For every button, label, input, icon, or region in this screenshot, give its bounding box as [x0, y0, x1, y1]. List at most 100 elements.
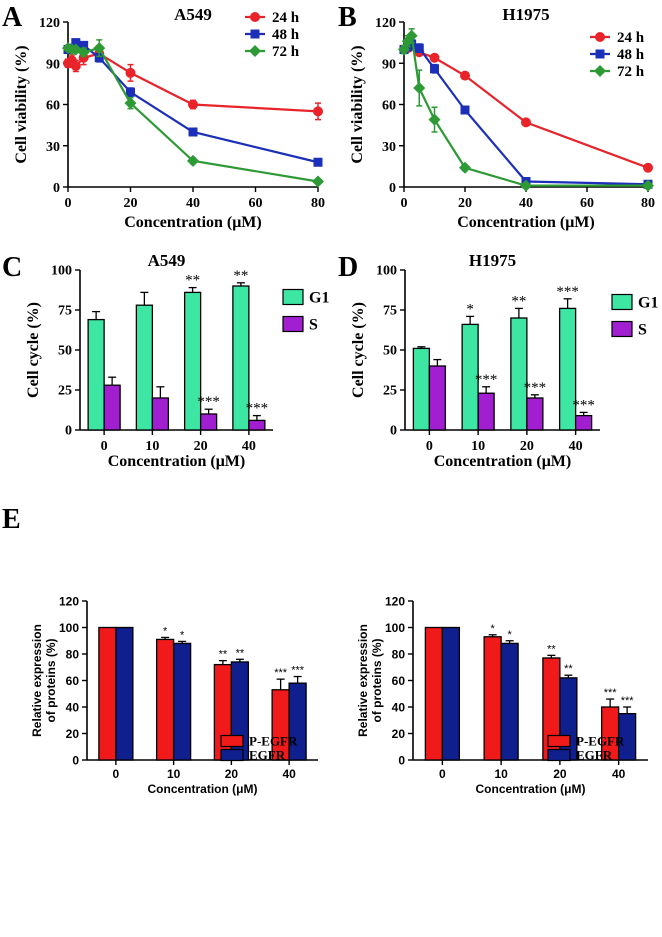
- data-point: [94, 53, 104, 63]
- x-axis-label: Concentration (μM): [124, 214, 261, 231]
- data-point: [188, 127, 198, 137]
- legend-label: P-EGFR: [249, 734, 298, 749]
- data-point: [430, 64, 439, 74]
- data-point: [407, 39, 417, 49]
- y-tick-label: 0: [389, 181, 396, 196]
- y-tick-label: 75: [58, 304, 72, 319]
- bar-EGFR: [559, 677, 578, 761]
- data-point: [643, 162, 653, 173]
- bar-P-EGFR: [98, 626, 117, 761]
- y-tick-label: 50: [58, 344, 72, 359]
- x-tick-label: 20: [553, 767, 567, 781]
- significance-label: **: [564, 663, 573, 675]
- chart-title: H1975: [469, 251, 516, 270]
- legend-label: 72 h: [617, 64, 645, 80]
- significance-label: ***: [291, 665, 305, 677]
- chart-title: H1975: [502, 5, 549, 24]
- panel-a-viability-a549: A549 0 30 60 90 120 0 20 40 60 80 Concentration (μM…: [13, 5, 325, 231]
- legend-swatch: [282, 315, 304, 333]
- x-tick-label: 0: [439, 767, 446, 781]
- significance-label: **: [236, 647, 245, 659]
- significance-label: ***: [604, 687, 618, 699]
- y-tick-label: 75: [383, 304, 397, 319]
- y-axis-label: of proteins (%): [44, 639, 58, 723]
- data-point: [312, 175, 324, 188]
- x-tick-label: 20: [520, 439, 534, 454]
- legend-label: G1: [638, 295, 658, 312]
- x-tick-label: 80: [641, 196, 655, 211]
- significance-label: *: [507, 629, 512, 641]
- significance-label: ***: [524, 380, 547, 396]
- y-tick-label: 120: [59, 595, 79, 609]
- y-tick-label: 100: [385, 621, 405, 635]
- data-point: [187, 154, 199, 167]
- data-point: [414, 43, 424, 53]
- y-tick-label: 20: [66, 727, 80, 741]
- legend-swatch: [282, 288, 304, 306]
- significance-label: ***: [556, 284, 579, 300]
- legend-label: 24 h: [617, 30, 645, 46]
- y-tick-label: 90: [46, 57, 60, 72]
- significance-label: **: [233, 268, 248, 284]
- y-tick-label: 60: [66, 674, 80, 688]
- bar-EGFR: [172, 642, 192, 761]
- x-tick-label: 20: [194, 439, 208, 454]
- x-axis-label: Concentration (μM): [457, 214, 594, 231]
- y-tick-label: 40: [392, 701, 406, 715]
- legend-swatch: [547, 734, 571, 748]
- data-point: [405, 29, 418, 42]
- legend-label: 48 h: [617, 47, 645, 63]
- significance-label: *: [180, 629, 185, 641]
- y-tick-label: 20: [392, 727, 406, 741]
- y-axis-label: of proteins (%): [370, 639, 384, 723]
- y-tick-label: 80: [392, 648, 406, 662]
- x-tick-label: 10: [494, 767, 508, 781]
- significance-label: ***: [621, 695, 635, 707]
- bar-S: [526, 397, 544, 431]
- data-point: [70, 61, 81, 71]
- y-tick-label: 100: [59, 621, 79, 635]
- y-tick-label: 30: [382, 140, 396, 155]
- panel-b-viability-h1975: H1975 0 30 60 90 120 0 20 40 60 80 Concentration (μ…: [349, 5, 655, 231]
- bar-S: [477, 392, 495, 431]
- legend-marker: [250, 29, 260, 39]
- data-point: [126, 87, 135, 97]
- y-tick-label: 0: [390, 424, 397, 439]
- x-tick-label: 60: [580, 196, 594, 211]
- y-tick-label: 100: [51, 264, 72, 279]
- data-point: [459, 161, 471, 174]
- significance-label: *: [490, 623, 495, 635]
- y-tick-label: 60: [392, 674, 406, 688]
- data-point: [428, 113, 441, 126]
- x-tick-label: 40: [569, 439, 583, 454]
- panel-letter-d: D: [338, 252, 358, 283]
- data-point: [520, 179, 532, 192]
- x-tick-label: 40: [242, 439, 256, 454]
- legend-swatch: [611, 293, 633, 311]
- x-axis-label: Concentration (μM): [108, 453, 245, 470]
- x-tick-label: 0: [65, 196, 72, 211]
- bar-P-EGFR: [424, 626, 444, 761]
- y-axis-label: Relative expression: [356, 624, 370, 737]
- data-point: [124, 97, 137, 110]
- data-point: [313, 157, 323, 167]
- y-axis-label: Cell viability (%): [349, 45, 366, 163]
- bar-S: [199, 413, 218, 431]
- bar-EGFR: [500, 642, 519, 761]
- significance-label: ***: [246, 401, 269, 417]
- legend-marker: [250, 12, 260, 22]
- data-point: [429, 52, 440, 63]
- x-tick-label: 80: [311, 196, 325, 211]
- x-tick-label: 0: [101, 439, 108, 454]
- significance-label: ***: [475, 372, 498, 388]
- legend-swatch: [220, 734, 244, 748]
- bar-G1: [412, 347, 431, 431]
- x-axis-label: Concentration (μM): [476, 782, 586, 796]
- significance-label: **: [547, 643, 556, 655]
- legend-marker: [595, 32, 605, 42]
- bar-P-EGFR: [155, 638, 175, 761]
- data-point: [642, 179, 654, 192]
- significance-label: **: [511, 293, 526, 309]
